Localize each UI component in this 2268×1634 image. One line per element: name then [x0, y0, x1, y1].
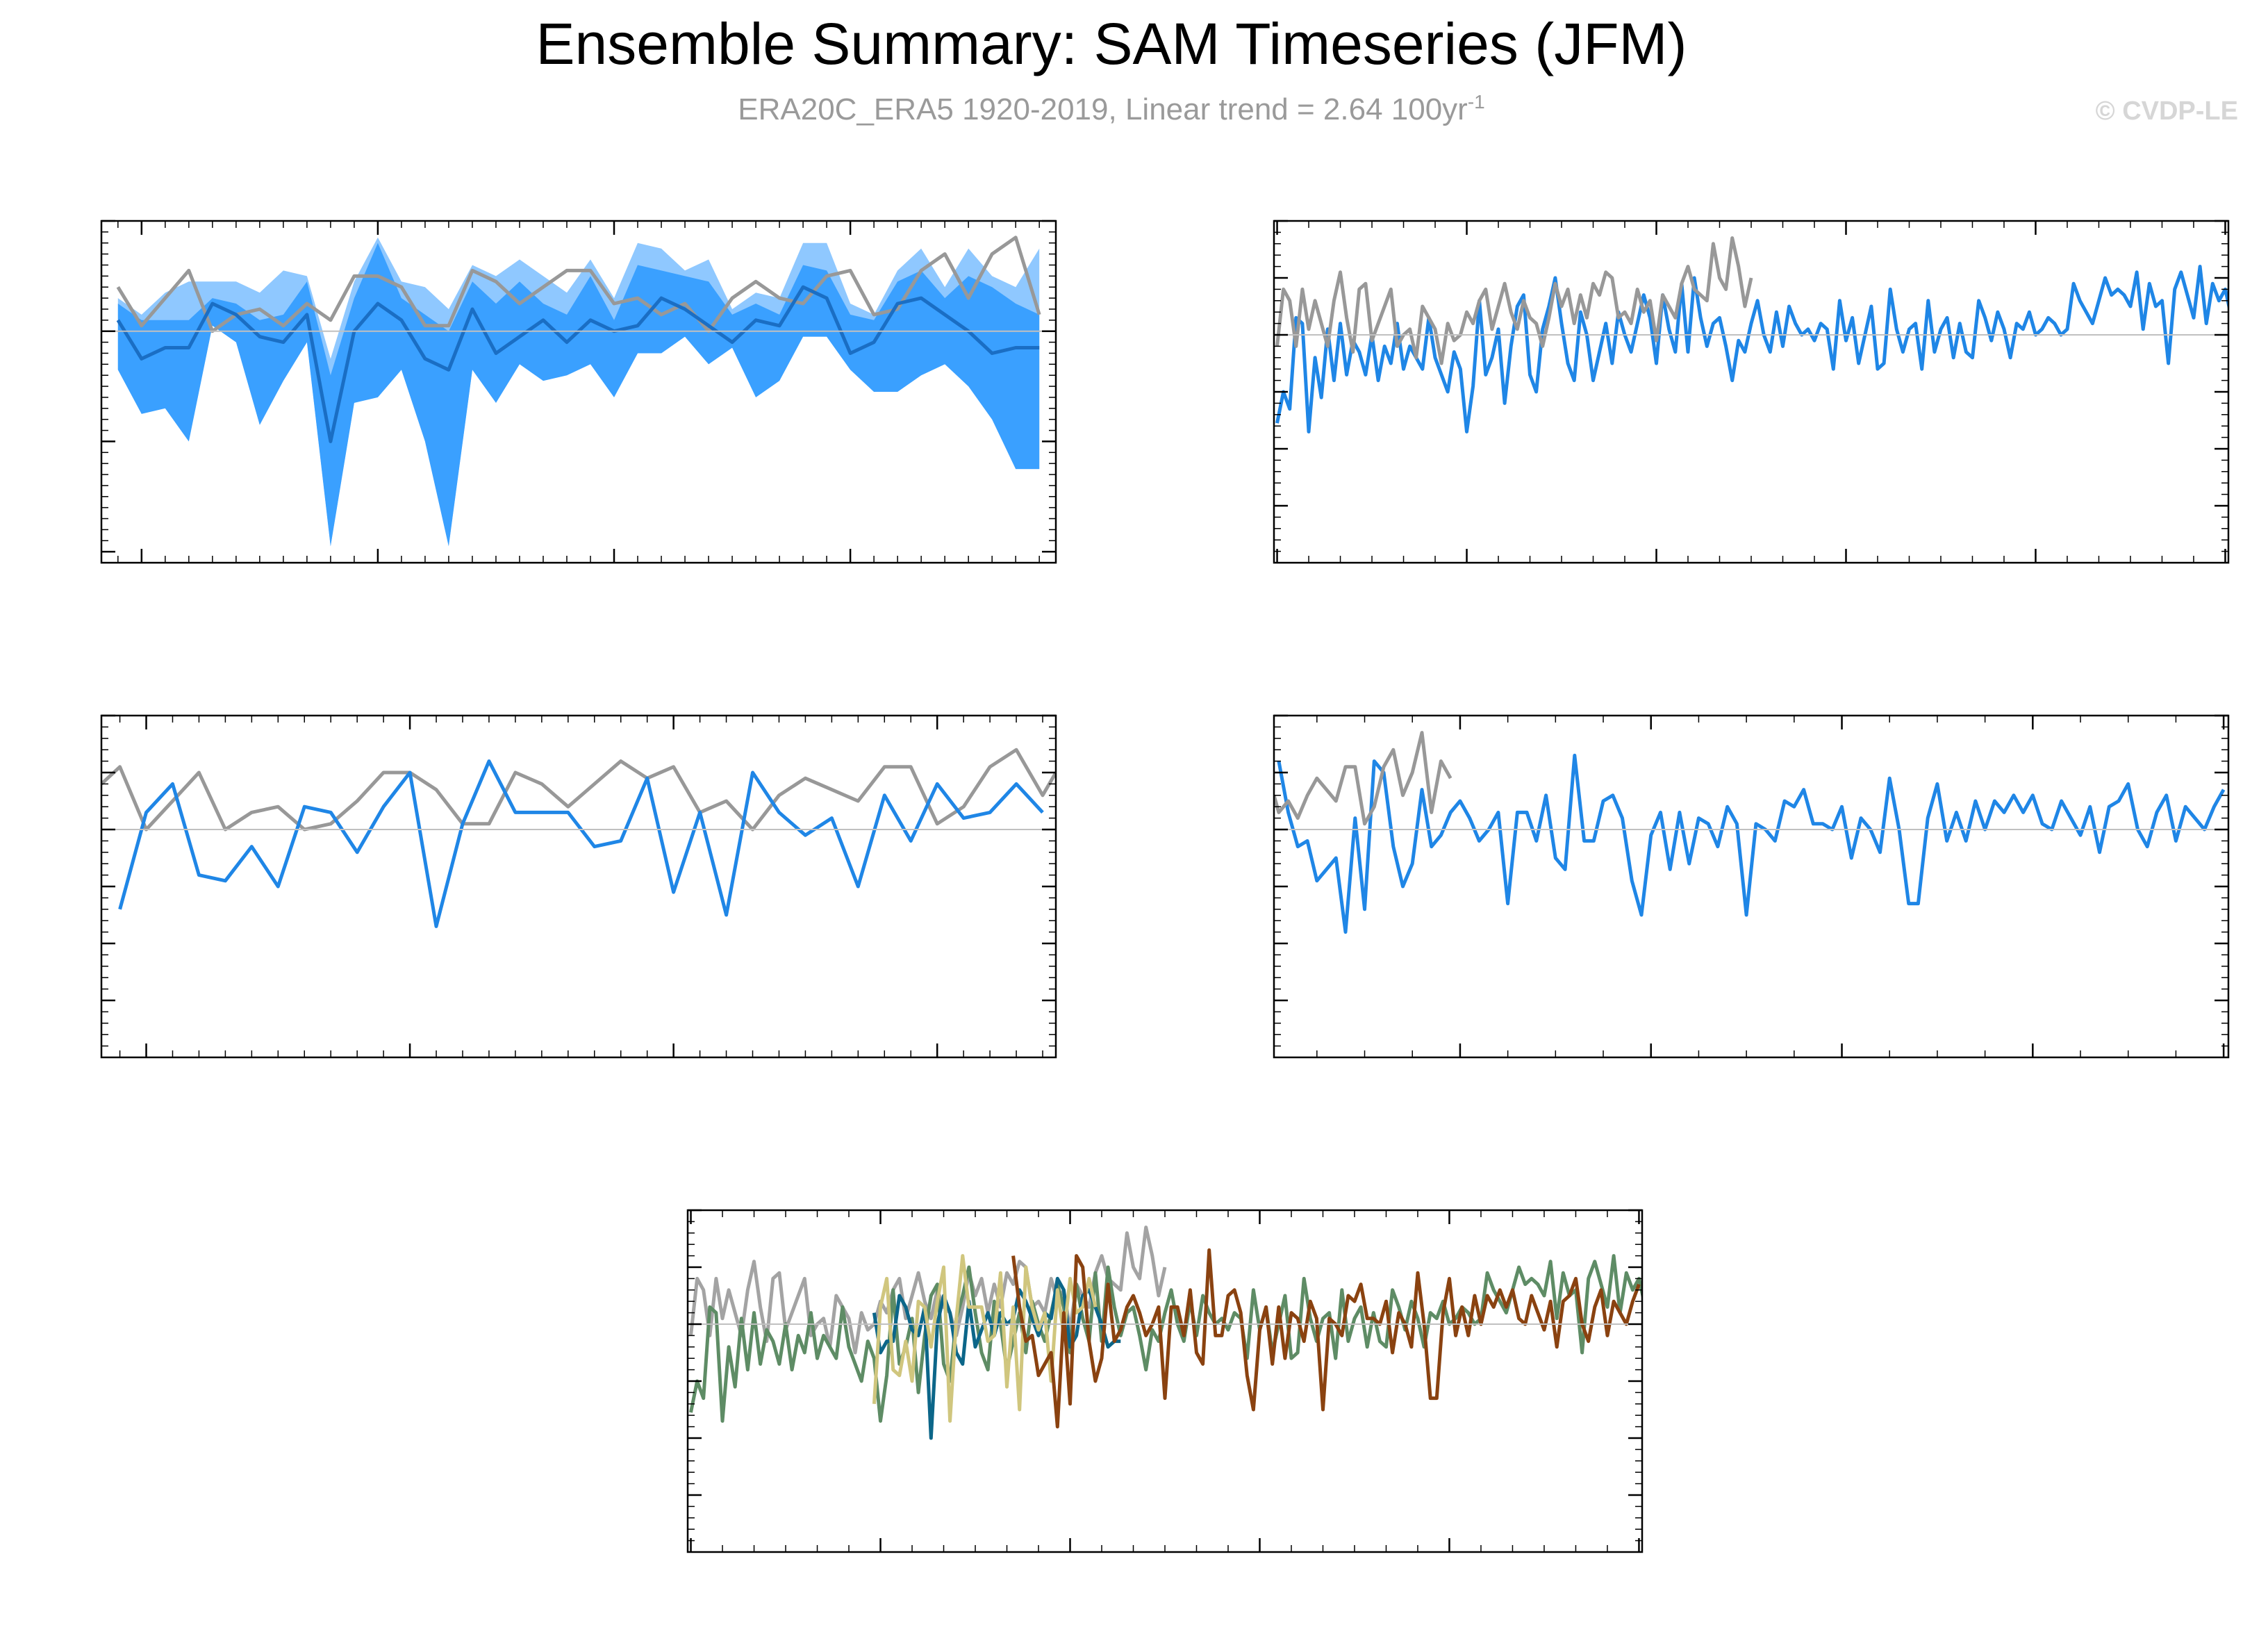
- ensemble_mean_summary-plot-area: [689, 1226, 1642, 1440]
- cesm1lens-ensemble-mean-line: [1277, 753, 2226, 934]
- figure-subtitle: ERA20C_ERA5 1920-2019, Linear trend = 2.…: [738, 91, 1485, 126]
- panel-ensemble_mean_summary: [686, 1209, 1644, 1553]
- mpi-observed-line: [116, 236, 1041, 333]
- panel-mpi: [100, 220, 1057, 564]
- watermark: © CVDP-LE: [2096, 97, 2238, 126]
- cesm2s-plot-area: [1275, 236, 2228, 434]
- cesm2-ensemble-mean-line: [118, 759, 1044, 928]
- cesm2s-plot-frame: [1273, 220, 2230, 564]
- subtitle-superscript: -1: [1468, 91, 1485, 113]
- cesm2-observed-line: [101, 748, 1056, 832]
- panel-cesm2s: [1273, 220, 2230, 564]
- subtitle-text: ERA20C_ERA5 1920-2019, Linear trend = 2.…: [738, 92, 1468, 126]
- mpi-spread-inner: [117, 242, 1040, 547]
- figure-title: Ensemble Summary: SAM Timeseries (JFM): [536, 11, 1687, 76]
- cesm1lens-plot-frame: [1273, 714, 2230, 1059]
- cesm1lens-plot-area: [1274, 731, 2226, 934]
- cesm1lens-observed-line: [1274, 731, 1452, 826]
- panel-cesm1lens: [1273, 714, 2230, 1059]
- panel-cesm2: [100, 714, 1057, 1059]
- cesm2s-observed-line: [1275, 236, 1753, 365]
- cesm2-plot-area: [101, 748, 1056, 928]
- summary-cesm2s-line: [689, 1254, 1642, 1423]
- cesm2s-ensemble-mean-line: [1275, 265, 2228, 434]
- mpi-plot-area: [116, 236, 1041, 547]
- summary-cesm1lens-line: [1011, 1248, 1641, 1429]
- mpi-plot-frame: [100, 220, 1057, 564]
